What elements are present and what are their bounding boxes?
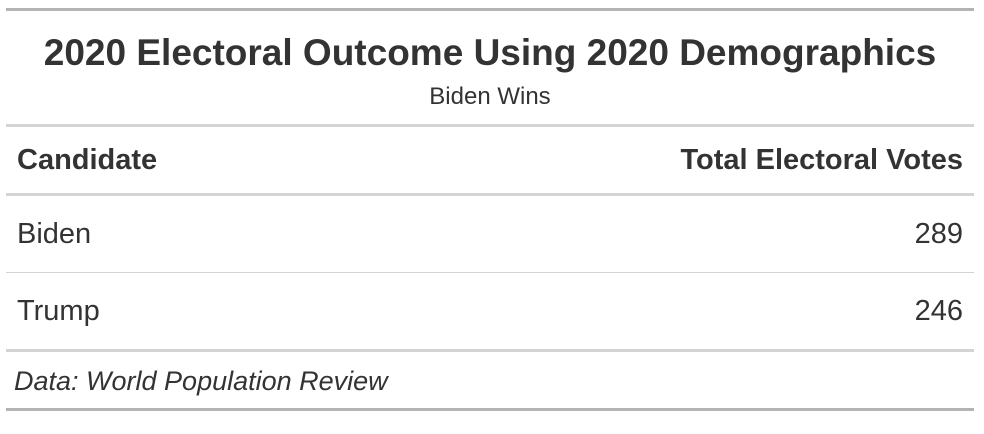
votes-cell: 246 bbox=[342, 273, 974, 351]
table-header: Candidate Total Electoral Votes bbox=[6, 127, 974, 195]
candidate-cell: Biden bbox=[6, 195, 342, 273]
table-row: Biden 289 bbox=[6, 195, 974, 273]
table-subtitle: Biden Wins bbox=[6, 83, 974, 111]
table-body: Biden 289 Trump 246 bbox=[6, 195, 974, 351]
top-rule bbox=[6, 8, 974, 11]
electoral-votes-table: Candidate Total Electoral Votes Biden 28… bbox=[6, 127, 974, 352]
header-row: Candidate Total Electoral Votes bbox=[6, 127, 974, 195]
candidate-cell: Trump bbox=[6, 273, 342, 351]
source-note: Data: World Population Review bbox=[6, 352, 974, 411]
column-header-candidate: Candidate bbox=[6, 127, 342, 195]
results-table-container: 2020 Electoral Outcome Using 2020 Demogr… bbox=[6, 8, 974, 411]
column-header-total-electoral-votes: Total Electoral Votes bbox=[342, 127, 974, 195]
votes-cell: 289 bbox=[342, 195, 974, 273]
table-title: 2020 Electoral Outcome Using 2020 Demogr… bbox=[6, 31, 974, 75]
table-row: Trump 246 bbox=[6, 273, 974, 351]
